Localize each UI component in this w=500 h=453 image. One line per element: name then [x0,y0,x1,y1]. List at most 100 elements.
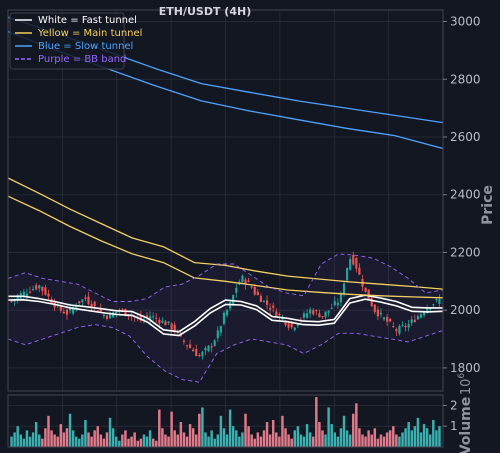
candle-body [315,310,318,312]
series-line-main-tunnel-upper [7,177,444,290]
volume-bar [68,413,72,447]
candle-body [419,314,423,318]
volume-bar [296,426,300,447]
volume-tick-label: 2 [450,398,458,412]
legend-entry: Purple = BB band [38,54,126,65]
candle-body [75,306,78,309]
volume-bar [47,415,50,447]
volume-bar [268,434,272,447]
volume-bar [201,407,204,447]
volume-bar [413,426,417,447]
volume-bar [382,436,386,447]
candle-body [41,286,44,292]
candle-body [306,313,309,318]
candle-body [259,295,262,303]
volume-bar [308,432,312,447]
volume-bar [438,426,441,447]
candle-body [312,310,315,315]
volume-bar [195,434,198,447]
candle-body [401,325,404,327]
candle-body [290,321,293,328]
volume-bar [241,432,244,447]
volume-bar [170,411,173,447]
volume-bar [164,434,167,447]
volume-bar [182,432,186,447]
legend-box [9,12,125,70]
volume-bar [111,428,115,447]
legend: White = Fast tunnel Yellow = Main tunnel B… [9,12,142,70]
candle-body [389,319,392,322]
volume-unit-base: 10 [459,379,474,396]
volume-bar [231,426,235,447]
volume-bar [376,438,380,447]
candle-body [355,258,358,269]
volume-bar [84,419,87,447]
legend-entry: Yellow = Main tunnel [37,28,142,39]
candle-body [281,318,284,320]
candle-body [287,323,290,328]
candle-body [395,329,398,332]
candle-body [370,298,373,307]
volume-bar [358,428,361,447]
price-axis-label: Price [480,185,496,225]
candle-body [124,308,127,316]
volume-bar [348,434,352,447]
legend-entry: White = Fast tunnel [38,15,137,26]
volume-bar [145,436,149,447]
bb-band-area [8,253,443,383]
volume-bar [385,432,389,447]
volume-bar [155,440,158,447]
volume-bar [302,436,306,447]
indicator-lines [7,16,444,383]
candle-body [68,307,72,311]
bb-band-fill [8,253,443,383]
volume-bar [108,417,112,447]
candle-body [22,291,25,297]
candle-body [189,344,192,349]
volume-bar [216,434,220,447]
candle-body [413,319,416,323]
candle-body [78,301,81,304]
candle-body [35,285,38,290]
candle-body [161,320,164,323]
volume-bar [235,430,238,447]
volume-bar [398,436,401,447]
candle-body [339,293,343,303]
volume-bar [388,430,392,447]
price-tick-label: 3000 [450,15,481,29]
volume-bar [81,434,84,447]
volume-bar [419,432,423,447]
volume-bar [25,430,29,447]
volume-bar [87,432,90,447]
volume-bar [74,436,78,447]
candle-body [410,319,413,323]
candle-body [265,300,269,305]
volume-bar [336,436,340,447]
volume-bar [198,413,201,447]
volume-bar [34,422,38,447]
candle-body [207,345,210,352]
volume-bar [142,434,146,447]
candle-body [81,299,84,302]
volume-bar [355,403,358,447]
volume-bar [321,430,324,447]
volume-bar [118,440,121,447]
candle-body [115,311,118,314]
candle-body [32,289,35,291]
volume-bar [44,428,47,447]
volume-bar [401,432,404,447]
volume-bar [102,438,106,447]
volume-bar [41,438,44,447]
volume-bar [315,397,318,447]
volume-bar [370,434,373,447]
volume-bar [275,432,278,447]
candle-body [407,324,410,328]
candle-body [16,295,19,300]
chart-title: ETH/USDT (4H) [159,5,251,18]
volume-bar [305,424,309,447]
candle-body [309,309,312,314]
volume-bar [222,428,226,447]
volume-bar [56,436,59,447]
candle-body [44,287,47,295]
